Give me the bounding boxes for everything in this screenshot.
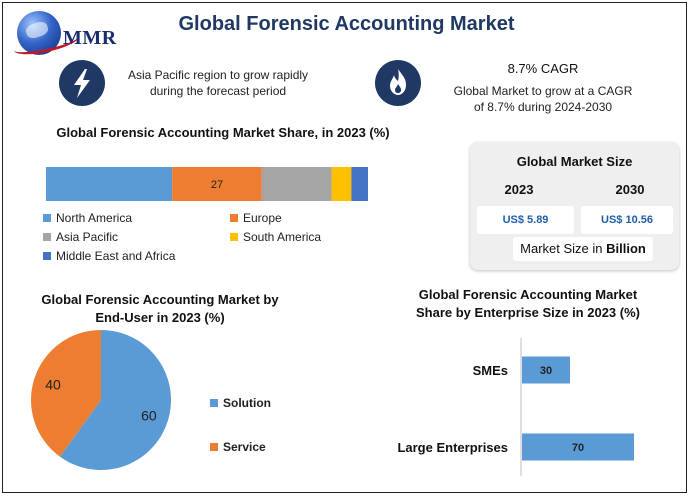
legend-swatch (43, 214, 51, 222)
company-logo: MMR (11, 9, 123, 59)
infographic-frame: MMR Global Forensic Accounting Market As… (2, 2, 687, 493)
stack-segment-europe (172, 167, 262, 201)
logo-text: MMR (63, 27, 117, 49)
highlight-asia-pacific: Asia Pacific region to grow rapidly duri… (115, 67, 321, 99)
stack-segment-label: 27 (211, 179, 223, 191)
share-chart-title: Global Forensic Accounting Market Share,… (56, 125, 390, 140)
cagr-heading: 8.7% CAGR (507, 61, 579, 76)
bar-value-label: 30 (540, 365, 552, 377)
bar-smes (522, 356, 570, 384)
value-2030: US$ 10.56 (581, 206, 673, 234)
legend-label: Europe (243, 211, 282, 225)
legend-asia-pacific: Asia Pacific (43, 230, 118, 244)
category-label: Large Enterprises (397, 440, 508, 455)
legend-swatch (210, 399, 218, 407)
share-legend: North America Europe Asia Pacific South … (43, 211, 343, 271)
pie-slice-solution (59, 330, 171, 470)
stack-segment-south-america (331, 167, 352, 201)
highlight-2-line2: of 8.7% during 2024-2030 (473, 100, 613, 114)
flame-icon (375, 60, 421, 106)
legend-south-america: South America (230, 230, 321, 244)
highlight-1-line1: Asia Pacific region to grow rapidly (127, 68, 309, 82)
market-size-title: Global Market Size (516, 154, 633, 169)
legend-label: Asia Pacific (56, 230, 119, 244)
unit-bold: Billion (606, 241, 646, 256)
globe-icon (17, 11, 61, 55)
market-size-card: Global Market Size 2023 2030 US$ 5.89 US… (470, 142, 679, 270)
pie-slice-label: 60 (141, 408, 157, 424)
stack-segment-middle-east-and-africa (351, 167, 368, 201)
legend-label: South America (243, 230, 322, 244)
legend-swatch (230, 214, 238, 222)
lightning-bolt-icon (59, 60, 105, 106)
legend-europe: Europe (230, 211, 282, 225)
page-title: Global Forensic Accounting Market (178, 13, 515, 35)
regional-share-stacked-bar: 27 (46, 167, 368, 201)
year-2030: 2030 (615, 182, 645, 197)
pie-slice-label: 40 (45, 376, 61, 392)
category-label: SMEs (473, 363, 508, 378)
legend-swatch (43, 252, 51, 260)
bar-large-enterprises (522, 433, 634, 461)
end-user-title-line1: Global Forensic Accounting Market by (41, 292, 279, 307)
legend-label: Middle East and Africa (56, 249, 176, 263)
legend-north-america: North America (43, 211, 132, 225)
pie-slice-service (30, 330, 101, 457)
highlight-cagr: Global Market to grow at a CAGR of 8.7% … (433, 83, 653, 115)
enterprise-title-line1: Global Forensic Accounting Market (418, 287, 638, 302)
bar-value-label: 70 (572, 442, 584, 454)
enterprise-size-bar-chart: SMEs 30 Large Enterprises 70 (397, 338, 634, 476)
legend-middle-east-africa: Middle East and Africa (43, 249, 175, 263)
legend-service: Service (210, 440, 266, 454)
legend-label: Solution (223, 396, 271, 410)
legend-label: Service (223, 440, 266, 454)
value-2023: US$ 5.89 (477, 206, 574, 234)
enterprise-chart-title: Global Forensic Accounting Market Share … (383, 286, 673, 322)
legend-swatch (43, 233, 51, 241)
unit-prefix: Market Size in (520, 241, 607, 256)
end-user-chart-title: Global Forensic Accounting Market by End… (15, 291, 305, 327)
market-size-unit: Market Size in Billion (513, 237, 653, 261)
year-2023: 2023 (504, 182, 534, 197)
legend-label: North America (56, 211, 133, 225)
enterprise-title-line2: Share by Enterprise Size in 2023 (%) (416, 305, 640, 320)
highlight-1-line2: during the forecast period (149, 84, 287, 98)
end-user-pie-chart: 60 40 (30, 330, 171, 470)
stack-segment-asia-pacific (261, 167, 332, 201)
end-user-title-line2: End-User in 2023 (%) (95, 310, 225, 325)
legend-swatch (230, 233, 238, 241)
stack-segment-north-america (46, 167, 173, 201)
legend-solution: Solution (210, 396, 271, 410)
legend-swatch (210, 443, 218, 451)
highlight-2-line1: Global Market to grow at a CAGR (453, 84, 633, 98)
